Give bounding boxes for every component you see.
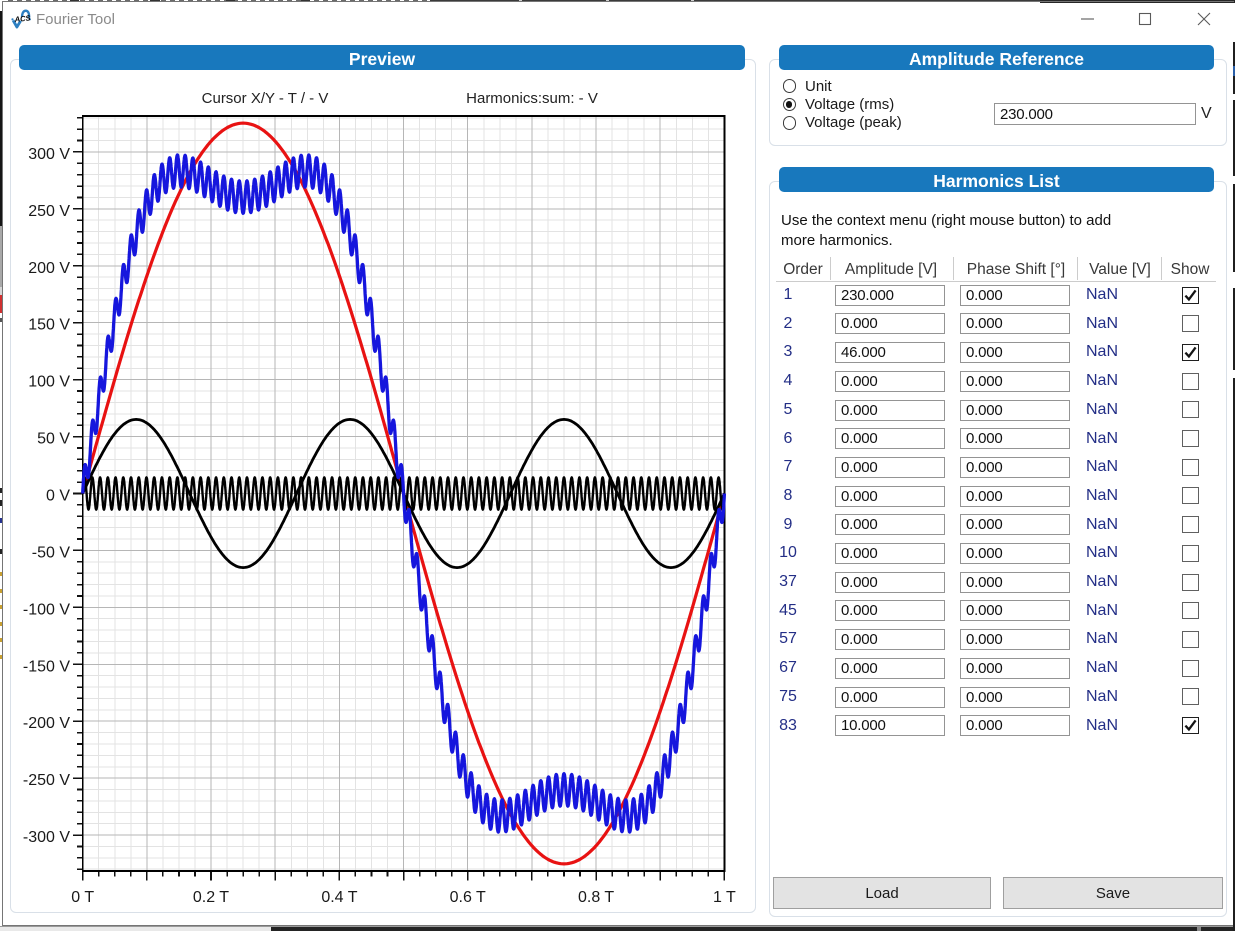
- svg-text:-50 V: -50 V: [32, 544, 71, 561]
- svg-text:50 V: 50 V: [37, 431, 70, 448]
- svg-text:250 V: 250 V: [28, 203, 70, 220]
- svg-text:0.2 T: 0.2 T: [193, 889, 229, 906]
- svg-text:Harmonics:sum: - V: Harmonics:sum: - V: [466, 90, 598, 107]
- svg-text:200 V: 200 V: [28, 260, 70, 277]
- svg-text:0 T: 0 T: [71, 889, 94, 906]
- svg-text:1 T: 1 T: [713, 889, 736, 906]
- svg-text:-150 V: -150 V: [23, 658, 70, 675]
- svg-text:Cursor X/Y - T / - V: Cursor X/Y - T / - V: [202, 90, 329, 107]
- svg-text:-200 V: -200 V: [23, 715, 70, 732]
- svg-text:-300 V: -300 V: [23, 829, 70, 846]
- svg-text:100 V: 100 V: [28, 374, 70, 391]
- svg-text:-250 V: -250 V: [23, 772, 70, 789]
- svg-text:0.8 T: 0.8 T: [578, 889, 614, 906]
- svg-text:0 V: 0 V: [46, 488, 70, 505]
- svg-text:0.6 T: 0.6 T: [450, 889, 486, 906]
- svg-text:-100 V: -100 V: [23, 601, 70, 618]
- svg-text:0.4 T: 0.4 T: [321, 889, 357, 906]
- svg-text:300 V: 300 V: [28, 146, 70, 163]
- svg-text:150 V: 150 V: [28, 317, 70, 334]
- svg-text:ACS: ACS: [13, 13, 31, 24]
